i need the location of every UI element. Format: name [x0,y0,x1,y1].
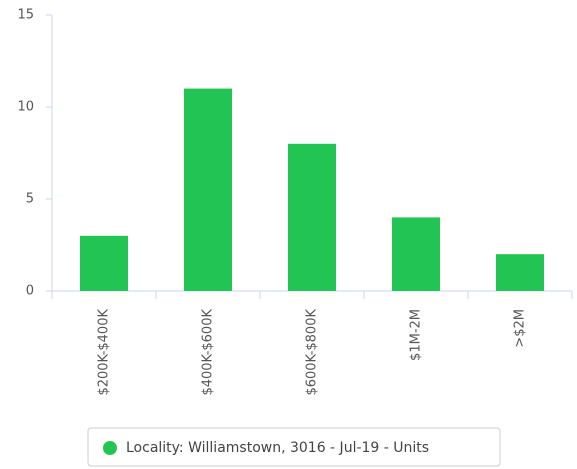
y-tick-label: 15 [17,8,34,23]
x-tick-label: >$2M [513,309,528,348]
bar [80,235,128,291]
bar [392,217,440,291]
x-tick-label: $600K-$800K [305,309,320,396]
y-tick-label: 0 [26,284,34,299]
x-tick-label: $400K-$600K [201,309,216,396]
legend-box [87,427,501,467]
legend-label: Locality: Williamstown, 3016 - Jul-19 - … [126,440,429,456]
bar [288,143,336,291]
bar [496,254,544,291]
bar [184,88,232,291]
x-tick-label: $200K-$400K [97,309,112,396]
legend-marker [103,441,117,455]
y-tick-label: 10 [17,100,34,115]
x-tick-label: $1M-2M [409,309,424,361]
y-tick-label: 5 [26,192,34,207]
